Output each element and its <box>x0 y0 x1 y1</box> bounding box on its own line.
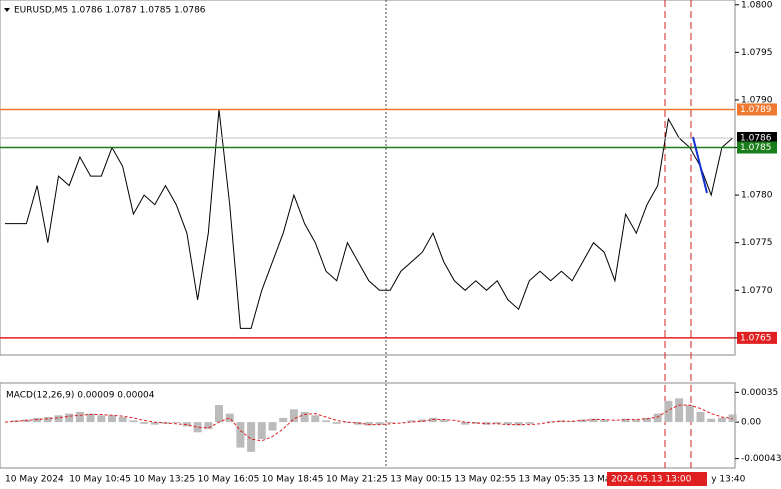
macd-bar <box>268 422 277 431</box>
macd-bar <box>525 422 534 424</box>
macd-bar <box>343 422 352 423</box>
macd-bar <box>236 422 245 448</box>
macd-bar <box>65 413 74 423</box>
signal-line <box>4 404 733 442</box>
x-tick-label: 10 May 13:25 <box>133 475 195 485</box>
y-tick-label: 1.0790 <box>741 95 773 105</box>
x-tick-label: 10 May 21:25 <box>326 475 388 485</box>
x-tick-label: 13 May 00:15 <box>390 475 452 485</box>
macd-bar <box>482 422 491 425</box>
y-tick-label: 1.0770 <box>741 286 773 296</box>
level-label: 1.0765 <box>740 333 772 343</box>
macd-bar <box>546 421 555 423</box>
macd-bar <box>225 413 234 423</box>
macd-bar <box>247 422 256 452</box>
macd-bar <box>418 419 427 423</box>
macd-bar <box>589 418 598 423</box>
macd-bar <box>75 411 84 423</box>
macd-bar <box>493 422 502 424</box>
macd-bar <box>632 419 641 423</box>
macd-bar <box>696 411 705 423</box>
x-tick-label: 13 May 02:55 <box>454 475 516 485</box>
x-tick-label: 10 May 16:05 <box>198 475 260 485</box>
x-tick-label: 10 May 18:45 <box>262 475 324 485</box>
macd-bar <box>407 420 416 423</box>
macd-bar <box>140 422 149 424</box>
macd-bar <box>503 422 512 425</box>
macd-bar <box>685 405 694 423</box>
macd-bar <box>193 422 202 433</box>
y-tick-label: 1.0780 <box>741 191 773 201</box>
macd-bar <box>86 413 95 423</box>
macd-bar <box>311 415 320 423</box>
macd-bar <box>332 422 341 424</box>
macd-bar <box>717 417 726 423</box>
macd-bar <box>675 398 684 423</box>
y-tick-label: 1.0800 <box>741 0 773 10</box>
level-label: 1.0785 <box>740 143 772 153</box>
macd-bar <box>364 422 373 426</box>
macd-bar <box>97 415 106 423</box>
x-tick-label: y 13:40 <box>711 475 745 485</box>
macd-bar <box>707 418 716 423</box>
macd-bar <box>600 419 609 423</box>
macd-frame <box>0 382 736 469</box>
macd-bar <box>322 420 330 423</box>
level-label: 1.0786 <box>740 134 772 144</box>
level-tag <box>737 103 777 116</box>
macd-bar <box>108 415 116 423</box>
macd-bar <box>279 417 288 423</box>
level-tag <box>737 141 777 154</box>
menu-arrow[interactable] <box>4 8 10 12</box>
macd-bar <box>643 417 651 423</box>
x-tick-label: 2024.05.13 13:00 <box>611 475 692 485</box>
macd-bar <box>150 422 159 425</box>
macd-bar <box>54 415 63 423</box>
macd-bar <box>621 418 630 423</box>
y-tick-label: -0.00043 <box>741 454 781 464</box>
macd-bar <box>172 422 181 423</box>
macd-bar <box>471 422 480 424</box>
macd-bar <box>375 422 384 425</box>
macd-bar <box>215 405 223 423</box>
macd-bar <box>557 420 566 423</box>
main-frame <box>0 0 736 356</box>
macd-title: MACD(12,26,9) 0.00009 0.00004 <box>6 391 155 401</box>
macd-bar <box>386 422 395 423</box>
macd-bar <box>129 420 138 423</box>
price-line <box>5 109 733 329</box>
macd-bar <box>653 413 662 423</box>
macd-bar <box>257 422 266 440</box>
level-tag <box>737 331 777 344</box>
macd-bar <box>664 400 673 423</box>
y-tick-label: 0.00 <box>741 418 761 428</box>
x-tick-label: 10 May 10:45 <box>69 475 131 485</box>
macd-bar <box>289 409 298 423</box>
macd-bar <box>118 417 127 423</box>
macd-bar <box>439 419 448 423</box>
macd-bar <box>300 411 309 423</box>
x-tick-label: 10 May 2024 <box>5 475 64 485</box>
level-label: 1.0789 <box>740 105 772 115</box>
macd-bar <box>461 422 470 425</box>
macd-bar <box>514 422 523 426</box>
y-tick-label: 0.00035 <box>741 388 778 398</box>
blue-segment <box>692 136 708 194</box>
y-tick-label: 1.0775 <box>741 238 773 248</box>
x-tick-label: 13 May 05:35 <box>519 475 581 485</box>
chart-title: EURUSD,M5 1.0786 1.0787 1.0785 1.0786 <box>14 6 206 16</box>
macd-bar <box>43 417 52 423</box>
time-tag <box>607 472 707 486</box>
level-tag <box>737 132 777 145</box>
macd-bar <box>204 422 213 429</box>
y-tick-label: 1.0795 <box>741 48 773 58</box>
